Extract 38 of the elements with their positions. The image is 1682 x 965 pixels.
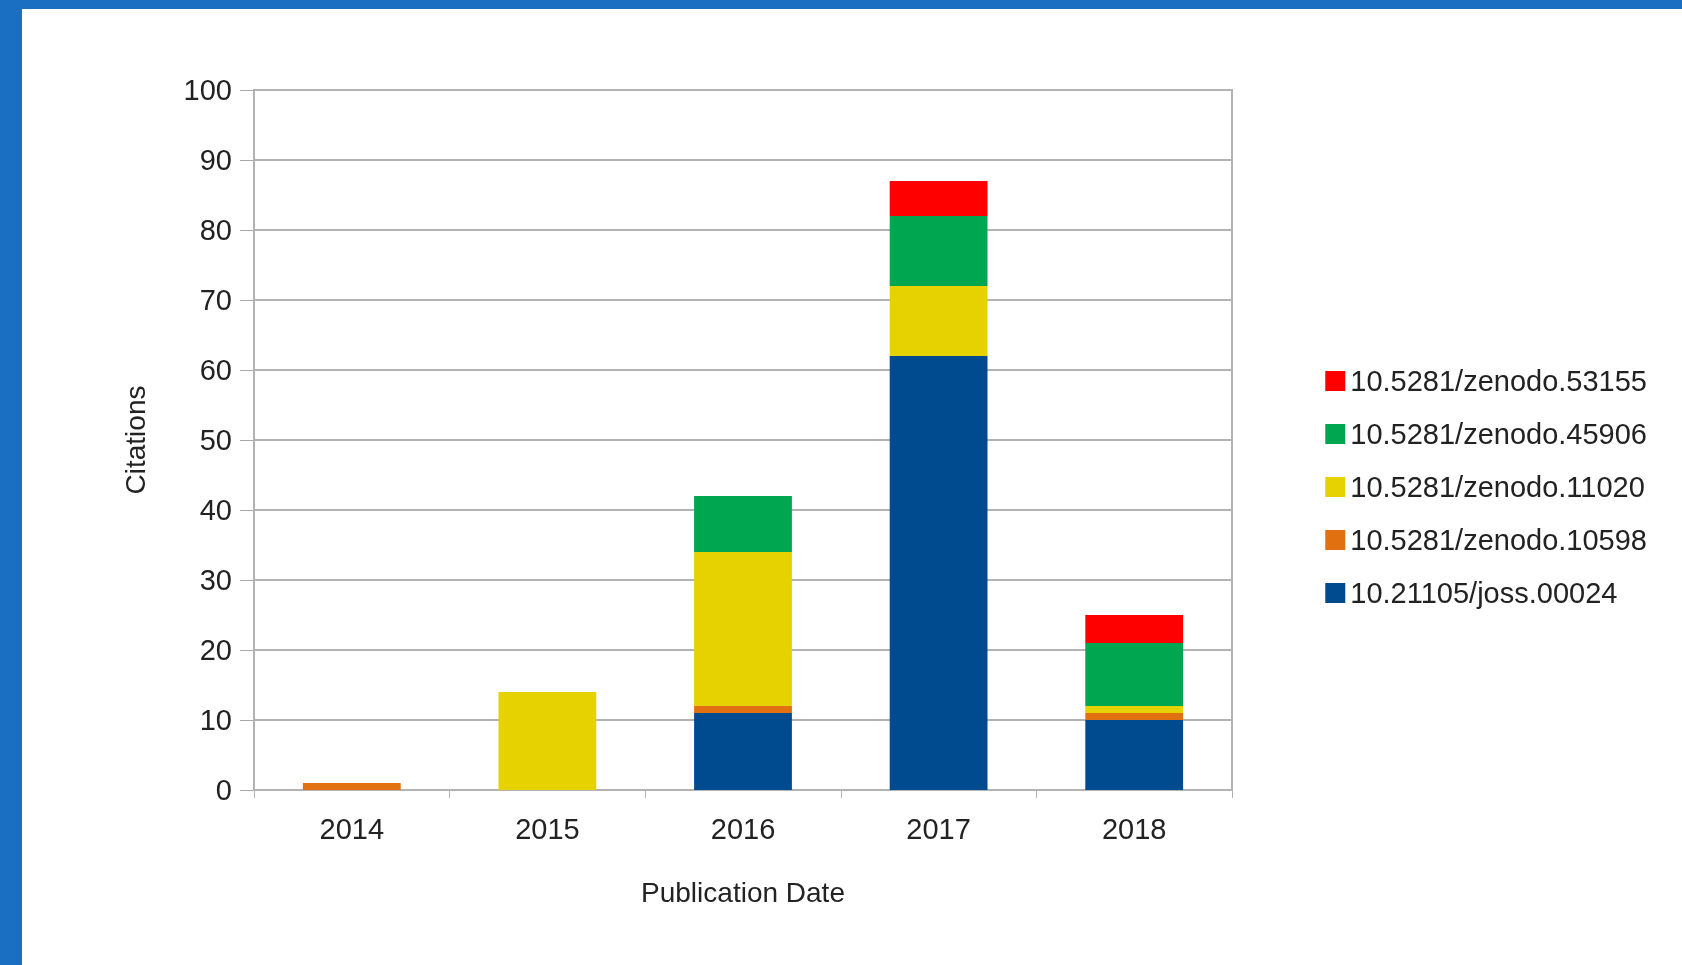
y-tick-label: 70 (199, 284, 232, 316)
y-tick-label: 100 (183, 74, 232, 106)
legend-label: 10.21105/joss.00024 (1350, 577, 1618, 609)
y-tick-label: 20 (199, 634, 232, 666)
y-tick-label: 80 (199, 214, 232, 246)
x-tick-label: 2017 (906, 812, 971, 845)
legend-label: 10.5281/zenodo.53155 (1350, 365, 1648, 397)
bar (694, 496, 792, 552)
x-tick-label: 2015 (515, 812, 580, 845)
bar (1085, 720, 1184, 790)
bar (1085, 706, 1184, 713)
y-tick-label: 0 (215, 774, 232, 806)
x-axis-title: Publication Date (641, 876, 845, 908)
bar (889, 181, 988, 216)
y-tick-label: 50 (199, 424, 232, 456)
y-tick-label: 10 (199, 704, 232, 736)
y-axis-title: Citations (119, 385, 151, 495)
x-tick-label: 2016 (710, 812, 776, 845)
y-tick-label: 90 (199, 144, 232, 176)
legend-label: 10.5281/zenodo.45906 (1350, 418, 1648, 450)
bar (694, 713, 792, 790)
y-tick-label: 30 (199, 564, 232, 596)
bar (302, 783, 401, 790)
bar (1085, 643, 1184, 706)
bar (694, 706, 792, 713)
x-tick-label: 2018 (1101, 812, 1167, 845)
legend-label: 10.5281/zenodo.11020 (1350, 471, 1645, 503)
y-tick-label: 40 (199, 494, 232, 526)
bar (498, 692, 597, 790)
bar (1085, 615, 1184, 643)
legend-label: 10.5281/zenodo.10598 (1350, 524, 1648, 556)
bar (1085, 713, 1184, 720)
bar (889, 286, 988, 356)
bar (889, 356, 988, 790)
x-tick-label: 2014 (319, 812, 385, 845)
bar (889, 216, 988, 286)
y-tick-label: 60 (199, 354, 232, 386)
bar (694, 552, 792, 706)
